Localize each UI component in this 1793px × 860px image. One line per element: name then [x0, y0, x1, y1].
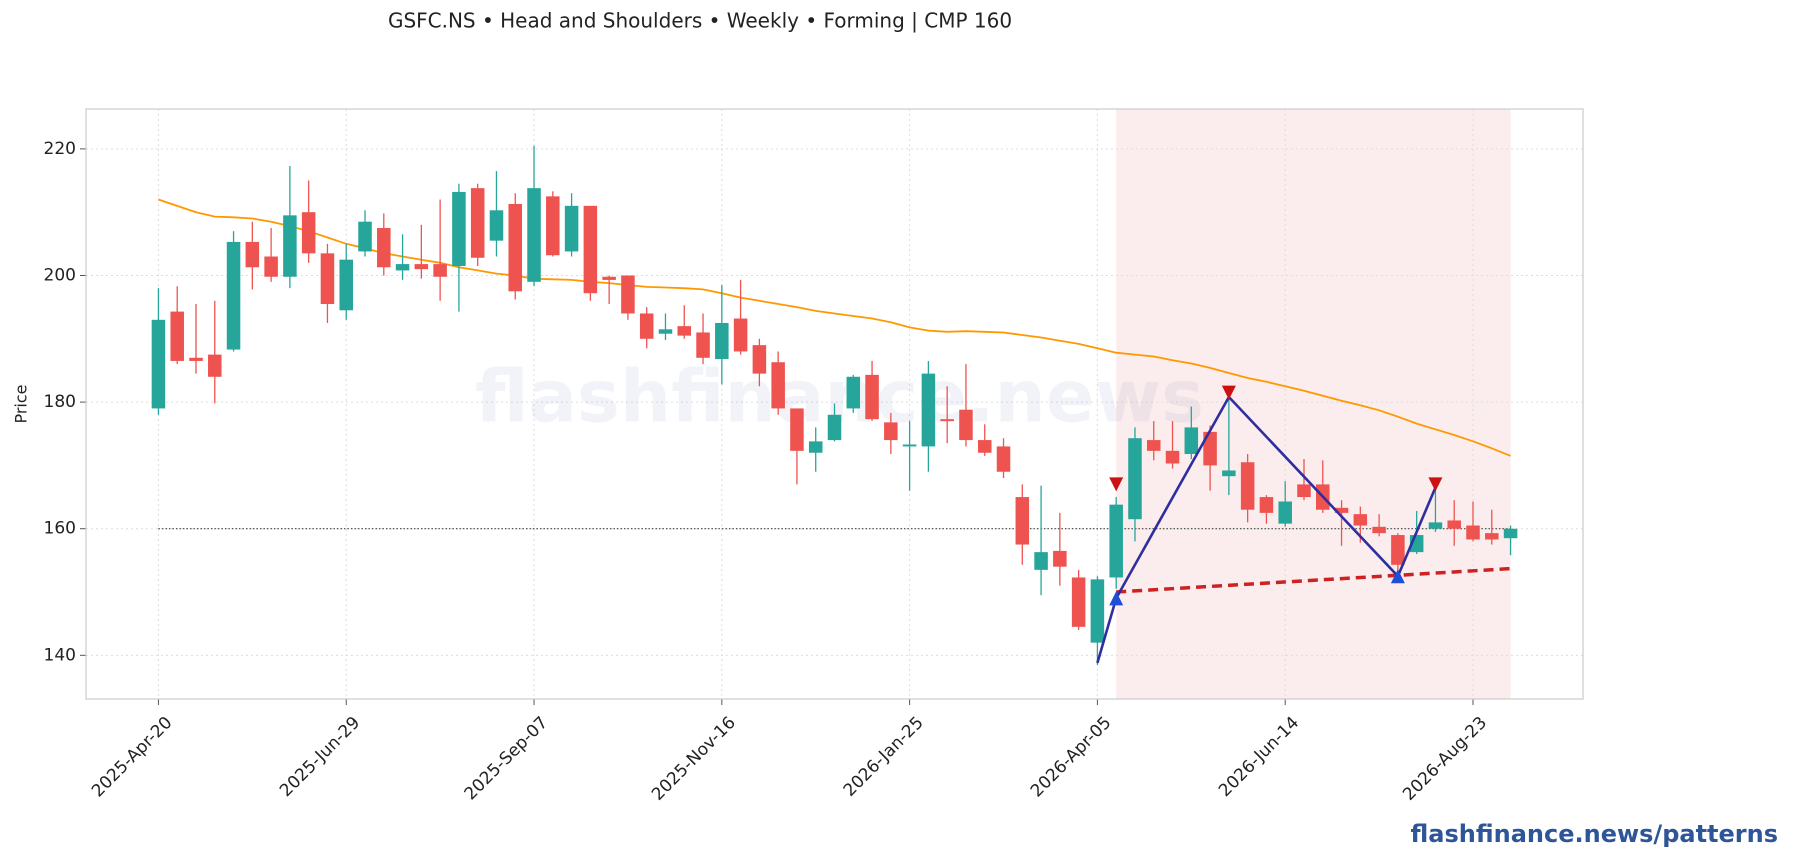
chart-title: GSFC.NS • Head and Shoulders • Weekly • …	[388, 9, 1012, 33]
candle-body	[583, 205, 598, 294]
candle-body	[639, 313, 654, 339]
candle-body	[902, 444, 917, 447]
candle-body	[752, 345, 767, 374]
candle-body	[621, 275, 635, 314]
candle-body	[395, 264, 410, 271]
candle-body	[245, 241, 260, 268]
candle-body	[733, 318, 748, 352]
x-tick-label: 2026-Jun-14	[1215, 713, 1303, 801]
candle-body	[1428, 522, 1443, 529]
candle-body	[1034, 552, 1048, 570]
y-tick-label: 140	[44, 645, 76, 665]
pattern-highlight	[1116, 109, 1511, 699]
candle-body	[1353, 514, 1368, 526]
candle-body	[1240, 462, 1255, 510]
plot-frame	[85, 108, 1584, 700]
candle-body	[546, 196, 560, 256]
candle-body	[771, 362, 785, 409]
candle-body	[1184, 427, 1199, 455]
candle-body	[301, 212, 316, 254]
candle-body	[846, 376, 861, 409]
candle-body	[264, 256, 278, 277]
trough-marker	[1109, 591, 1124, 606]
candle-body	[527, 188, 541, 282]
y-tick-label: 180	[44, 392, 76, 412]
candle-body	[283, 215, 297, 277]
candle-body	[339, 259, 353, 311]
candle-body	[1071, 577, 1086, 627]
candle-body	[658, 329, 673, 334]
candle-body	[996, 446, 1011, 472]
candle-body	[414, 264, 429, 270]
candle-body	[489, 210, 504, 241]
candle-body	[358, 221, 372, 252]
candle-body	[959, 409, 973, 441]
neckline	[1116, 566, 1511, 594]
candle-body	[1466, 525, 1480, 540]
candle-body	[189, 357, 203, 361]
candle-body	[865, 374, 879, 420]
peak-marker	[1428, 477, 1443, 492]
candle-body	[602, 276, 616, 280]
candle-body	[940, 419, 954, 422]
candle-body	[377, 228, 391, 268]
candle-body	[470, 188, 485, 258]
candle-body	[808, 441, 823, 453]
candle-body	[226, 241, 241, 350]
peak-marker	[1221, 385, 1236, 400]
candle-body	[1372, 526, 1386, 534]
y-tick-label: 220	[44, 139, 76, 159]
x-tick-label: 2025-Apr-20	[88, 713, 176, 801]
candle-body	[1391, 535, 1405, 565]
candle-body	[977, 440, 992, 453]
candle-body	[921, 373, 936, 447]
candle-body	[696, 332, 710, 358]
candle-body	[1146, 440, 1161, 451]
candle-body	[884, 422, 898, 441]
trough-marker	[1390, 569, 1405, 584]
candle-body	[564, 205, 579, 252]
footer: flashfinance.news/patterns	[1410, 820, 1778, 848]
x-tick-label: 2026-Aug-23	[1399, 713, 1491, 805]
peak-marker	[1109, 477, 1124, 492]
candle-body	[827, 414, 842, 441]
candle-body	[1015, 497, 1030, 545]
candle-body	[1259, 497, 1274, 513]
y-tick-label: 200	[44, 265, 76, 285]
candle-body	[677, 326, 692, 336]
x-tick-label: 2026-Jan-25	[840, 713, 928, 801]
x-tick-label: 2026-Apr-05	[1027, 713, 1115, 801]
candle-body	[1090, 579, 1105, 643]
candle-body	[790, 408, 804, 451]
candle-body	[1128, 438, 1142, 520]
x-tick-label: 2025-Sep-07	[461, 713, 552, 804]
candle-body	[1203, 431, 1217, 466]
candle-body	[1503, 528, 1518, 539]
x-tick-label: 2025-Jun-29	[276, 713, 364, 801]
x-tick-label: 2025-Nov-16	[648, 713, 740, 805]
candle-body	[1485, 533, 1499, 540]
candle-body	[715, 322, 729, 360]
candle-body	[1053, 550, 1067, 567]
y-axis-label: Price	[12, 384, 31, 423]
candle-body	[1278, 501, 1292, 524]
candle-body	[452, 191, 466, 266]
candle-body	[1297, 484, 1311, 498]
candle-body	[151, 319, 166, 409]
y-tick-label: 160	[44, 519, 76, 539]
candle-body	[320, 253, 335, 304]
candle-body	[508, 203, 523, 292]
candle-body	[1109, 504, 1123, 578]
candle-body	[1222, 470, 1236, 477]
candle-body	[1447, 520, 1461, 529]
candle-body	[1334, 507, 1349, 513]
candle-body	[1165, 450, 1180, 464]
candle-body	[170, 311, 184, 361]
candle-body	[208, 354, 222, 377]
candle-body	[433, 264, 447, 277]
